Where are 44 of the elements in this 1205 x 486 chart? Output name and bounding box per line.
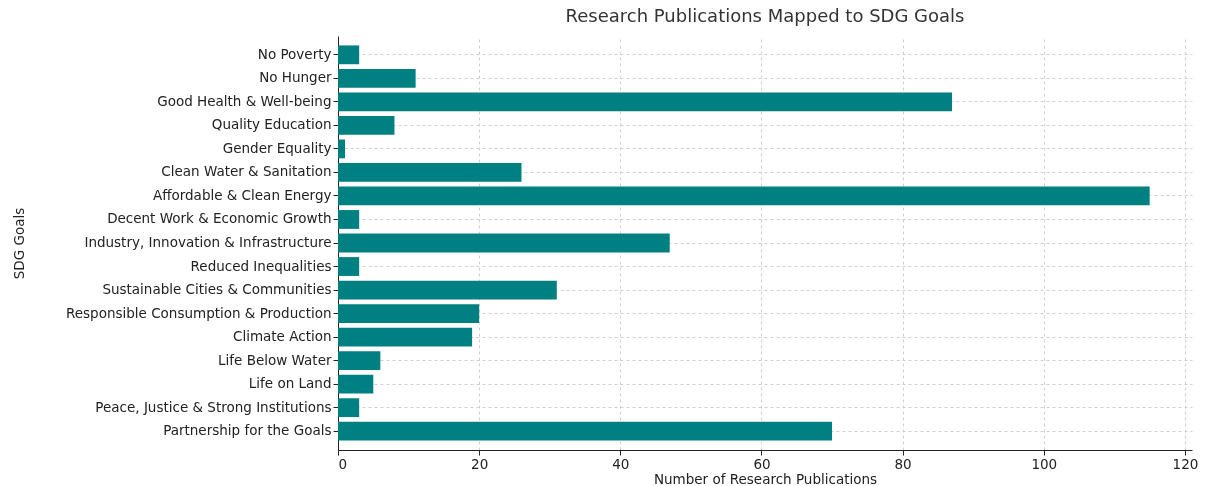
y-tick-label: Reduced Inequalities	[190, 257, 332, 274]
bar	[338, 92, 953, 112]
y-tick-label: Affordable & Clean Energy	[152, 186, 332, 203]
y-tick-label: Life Below Water	[218, 351, 332, 368]
bar	[338, 115, 395, 135]
bar	[338, 68, 416, 88]
x-tick-label: 40	[612, 455, 630, 472]
y-tick-label: Life on Land	[248, 375, 332, 392]
y-tick-label: Peace, Justice & Strong Institutions	[95, 398, 332, 415]
bar	[338, 280, 557, 300]
bar	[338, 163, 522, 182]
x-tick-label: 120	[1172, 455, 1199, 472]
bar	[338, 398, 360, 418]
y-tick-label: Good Health & Well-being	[157, 92, 332, 109]
x-tick-label: 0	[338, 455, 348, 472]
x-tick-label: 100	[1031, 455, 1058, 472]
y-tick-label: Sustainable Cities & Communities	[102, 281, 332, 298]
bar	[338, 210, 360, 229]
bar	[338, 257, 360, 276]
x-axis-title: Number of Research Publications	[653, 471, 878, 486]
y-tick-label: Responsible Consumption & Production	[65, 304, 332, 321]
y-tick-label: Partnership for the Goals	[163, 422, 332, 439]
x-tick-label: 20	[471, 455, 489, 472]
y-tick-label: No Poverty	[257, 45, 332, 62]
bar	[338, 304, 480, 323]
y-tick-label: Quality Education	[211, 116, 332, 133]
y-tick-label: Decent Work & Economic Growth	[107, 210, 332, 227]
chart-title: Research Publications Mapped to SDG Goals	[565, 5, 965, 26]
bar	[338, 327, 473, 347]
bar	[338, 45, 360, 65]
bar	[338, 139, 346, 159]
x-tick-label: 60	[753, 455, 771, 472]
y-tick-label: Gender Equality	[222, 139, 332, 156]
y-tick-label: Clean Water & Sanitation	[161, 163, 332, 180]
bar	[338, 233, 670, 253]
y-axis-title: SDG Goals	[10, 207, 27, 280]
bar	[338, 421, 833, 441]
y-tick-label: No Hunger	[259, 69, 332, 86]
x-tick-label: 80	[894, 455, 912, 472]
bar	[338, 351, 381, 371]
y-tick-label: Climate Action	[232, 328, 332, 345]
bar	[338, 374, 374, 394]
bar	[338, 186, 1150, 206]
y-tick-label: Industry, Innovation & Infrastructure	[84, 234, 332, 250]
